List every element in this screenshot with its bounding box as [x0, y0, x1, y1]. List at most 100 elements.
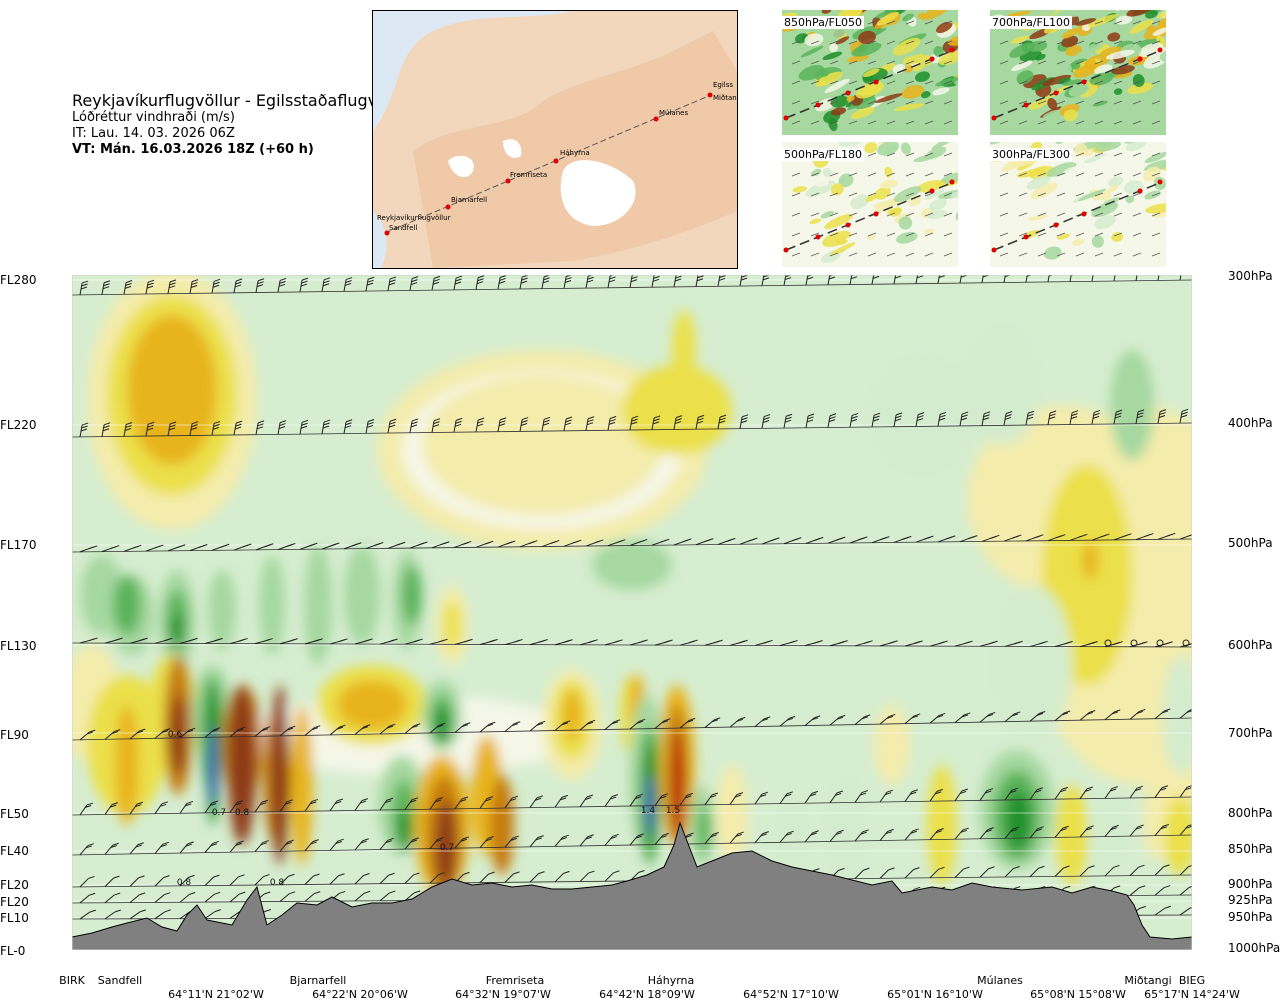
wind-barb-flag [1136, 785, 1144, 789]
wind-barb [229, 876, 239, 886]
thumb-barb [1113, 80, 1123, 85]
thumb-barb [1132, 120, 1142, 125]
wind-barb-flag [1161, 785, 1169, 789]
wind-barb [154, 877, 164, 887]
thumb-barb [810, 40, 820, 45]
thumb-barb [924, 192, 934, 197]
wind-barb [154, 844, 164, 854]
wind-barb-flag [1185, 787, 1192, 791]
vv-cell [443, 600, 461, 650]
wind-barb-flag [214, 891, 221, 895]
wind-barb-flag [511, 723, 519, 727]
thumb-waypoint [1023, 234, 1029, 240]
thumb-barb [791, 192, 801, 197]
wind-barb-flag [861, 716, 869, 720]
wind-barb-flag [719, 275, 726, 278]
thumb-barb [1094, 40, 1104, 45]
wind-barb-flag [485, 838, 492, 842]
vv-cell [208, 570, 236, 650]
wind-barb [654, 835, 664, 845]
thumb-barb [886, 60, 896, 65]
thumb-field-patch [929, 198, 947, 211]
thumb-field-patch [886, 207, 901, 215]
wind-barb-flag [432, 281, 440, 285]
wind-barb-flag [1135, 826, 1142, 830]
wind-barb-flag [760, 794, 767, 798]
wind-barb-flag [806, 276, 814, 280]
wind-barb-flag [210, 843, 217, 847]
wind-barb-flag [521, 417, 529, 421]
thumb-barb [886, 120, 896, 125]
thumb-barb [1151, 100, 1161, 105]
wind-barb-flag [635, 835, 642, 839]
wind-barb [729, 833, 739, 844]
wind-barb-flag [564, 280, 572, 283]
wind-barb-flag [612, 833, 619, 837]
wind-barb [854, 869, 864, 879]
wind-barb-flag [498, 280, 506, 284]
thumb-barb [791, 252, 801, 257]
vv-cell [672, 310, 696, 390]
thumb-field-patch [1091, 202, 1119, 218]
wind-barb-flag [462, 836, 469, 840]
wind-barb [929, 868, 939, 879]
field-blobs [72, 275, 1192, 895]
wind-barb-flag [1160, 787, 1167, 791]
wind-barb-flag [301, 422, 308, 426]
wind-barb [299, 422, 303, 435]
wind-barb-flag [810, 832, 817, 836]
wind-barb-flag [962, 827, 969, 831]
wind-barb-flag [88, 638, 95, 642]
wind-barb-flag [410, 839, 417, 843]
wind-barb-flag [1063, 641, 1070, 645]
wind-barb-flag [537, 835, 544, 839]
thumb-barb [848, 40, 858, 45]
wind-barb-flag [912, 828, 919, 832]
wind-barb-flag [238, 638, 245, 642]
wind-barb-flag [982, 417, 990, 421]
thumb-field-patch [1010, 35, 1029, 44]
thumb-field-patch [846, 95, 855, 102]
wind-barb [1129, 866, 1139, 877]
map-label-mulanes: Múlanes [659, 109, 689, 117]
wind-barb-flag [455, 275, 463, 279]
wind-barb-flag [910, 791, 917, 795]
wind-barb [453, 277, 457, 290]
thumb-barb [924, 60, 934, 65]
wind-barb-flag [138, 875, 145, 879]
wind-barb-flag [186, 800, 194, 804]
thumb-barb [810, 212, 820, 217]
wind-barb [829, 831, 839, 842]
wind-barb-flag [185, 843, 192, 847]
wind-barb-flag [1088, 641, 1095, 645]
thumb-label-300: 300hPa/FL300 [990, 148, 1073, 161]
thumb-field-patch [925, 146, 947, 160]
wind-barb-flag [863, 867, 870, 871]
wind-barb-flag [477, 420, 484, 424]
wind-barb [704, 794, 713, 806]
wind-barb-flag [560, 797, 567, 801]
thumb-waypoint [1157, 179, 1163, 185]
wind-barb-flag [198, 545, 205, 549]
wind-barb [1054, 789, 1063, 800]
wind-barb-flag [761, 791, 769, 795]
wind-barb-flag [433, 275, 441, 279]
fl-label-0: FL-0 [0, 944, 26, 958]
wind-barb [1104, 867, 1114, 877]
thumb-barb [1018, 60, 1028, 65]
wind-barb [854, 792, 863, 803]
wind-barb-flag [512, 835, 519, 839]
thumb-barb [1018, 252, 1028, 257]
wind-barb-flag [138, 638, 145, 642]
value-annotation: 0.7 [212, 808, 226, 818]
thumb-barb [943, 80, 953, 85]
wind-barb-flag [234, 426, 242, 430]
wind-barb [475, 277, 479, 290]
wind-barb-flag [987, 827, 994, 831]
wind-barb [804, 832, 814, 843]
wind-barb-flag [339, 890, 346, 894]
wind-barb [354, 840, 364, 851]
wind-barb-flag [389, 890, 396, 894]
wind-barb-flag [300, 425, 308, 429]
vv-cell [402, 565, 422, 625]
